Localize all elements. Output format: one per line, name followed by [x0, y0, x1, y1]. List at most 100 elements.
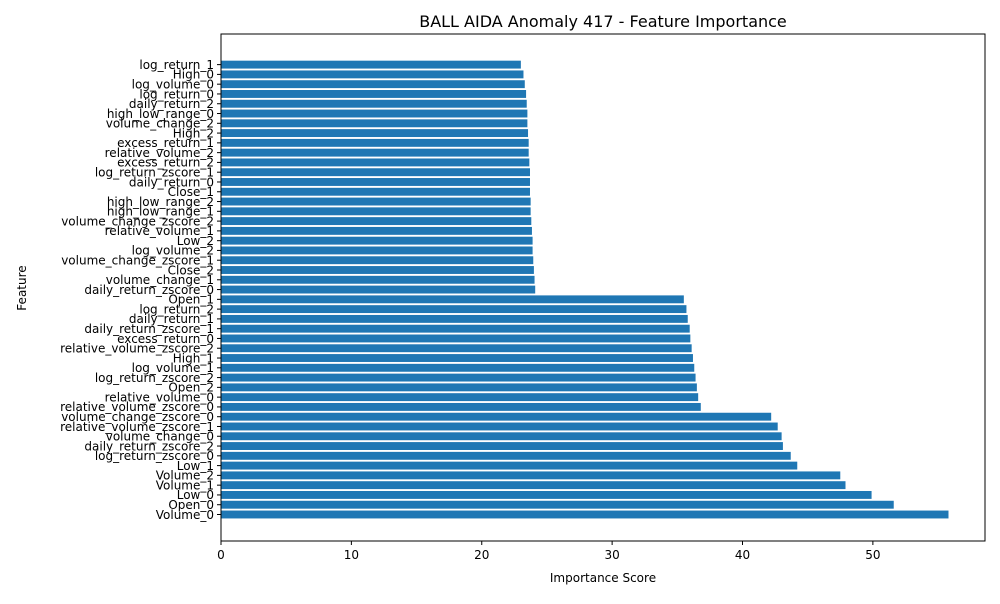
bar-Volume_1: [221, 481, 846, 490]
y-tick-label: volume_change_zscore_0: [61, 410, 214, 424]
y-tick-label: daily_return_2: [129, 97, 214, 111]
y-tick-label: volume_change_zscore_2: [61, 214, 214, 228]
bar-High_0: [221, 70, 524, 79]
bar-log_volume_2: [221, 246, 533, 255]
bar-daily_return_zscore_2: [221, 442, 783, 450]
bar-volume_change_zscore_1: [221, 256, 534, 265]
bar-volume_change_0: [221, 432, 782, 441]
y-tick-label: Volume_2: [156, 469, 214, 483]
y-tick-label: high_low_range_0: [107, 107, 214, 121]
y-tick-label: log_return_zscore_1: [95, 166, 214, 180]
y-tick-label: High_2: [173, 126, 214, 140]
bar-volume_change_zscore_2: [221, 217, 532, 226]
bar-Open_0: [221, 500, 894, 509]
bar-relative_volume_zscore_2: [221, 344, 692, 353]
y-tick-label: Close_2: [168, 263, 214, 277]
bar-log_return_zscore_1: [221, 168, 530, 177]
x-axis-title: Importance Score: [550, 571, 656, 585]
y-tick-label: Volume_0: [156, 508, 214, 522]
y-tick-label: Volume_1: [156, 478, 214, 492]
y-axis-title: Feature: [15, 265, 29, 310]
y-tick-label: relative_volume_0: [105, 390, 214, 404]
bar-Volume_2: [221, 471, 841, 480]
y-tick-label: daily_return_zscore_2: [84, 439, 214, 453]
y-tick-label: excess_return_0: [117, 332, 214, 346]
y-tick-label: daily_return_zscore_0: [84, 283, 214, 297]
bar-Close_2: [221, 266, 534, 274]
bar-volume_change_zscore_0: [221, 412, 772, 421]
y-tick-label: high_low_range_1: [107, 205, 214, 219]
x-tick-label: 50: [865, 548, 880, 562]
y-tick-label: volume_change_zscore_1: [61, 254, 214, 268]
bar-excess_return_2: [221, 158, 530, 167]
y-tick-label: Open_2: [168, 381, 214, 395]
x-tick-label: 30: [604, 548, 619, 562]
bar-Open_1: [221, 295, 684, 304]
bar-high_low_range_1: [221, 207, 531, 216]
y-tick-label: Low_1: [177, 459, 214, 473]
bar-Close_1: [221, 187, 530, 196]
bar-daily_return_1: [221, 314, 688, 323]
bar-log_return_1: [221, 60, 521, 69]
y-tick-label: excess_return_2: [117, 156, 214, 170]
y-axis-ticks: Volume_0Open_0Low_0Volume_1Volume_2Low_1…: [60, 58, 221, 522]
y-tick-label: relative_volume_zscore_2: [60, 342, 214, 356]
y-tick-label: log_return_0: [139, 87, 214, 101]
bar-Low_2: [221, 236, 533, 245]
y-tick-label: log_volume_0: [132, 77, 214, 91]
bar-Low_1: [221, 461, 798, 470]
y-tick-label: High_0: [173, 68, 214, 82]
bar-relative_volume_2: [221, 148, 529, 157]
bar-log_volume_1: [221, 363, 695, 372]
bar-Low_0: [221, 490, 872, 499]
y-tick-label: relative_volume_2: [105, 146, 214, 160]
bar-log_volume_0: [221, 80, 525, 89]
bar-high_low_range_0: [221, 109, 528, 118]
bar-High_1: [221, 354, 693, 362]
y-tick-label: relative_volume_zscore_1: [60, 420, 214, 434]
x-tick-label: 0: [217, 548, 225, 562]
y-tick-label: volume_change_0: [106, 430, 214, 444]
y-tick-label: log_return_zscore_0: [95, 449, 214, 463]
y-tick-label: volume_change_1: [106, 273, 214, 287]
bar-daily_return_0: [221, 178, 530, 186]
y-tick-label: volume_change_2: [106, 117, 214, 131]
bar-excess_return_0: [221, 334, 691, 343]
bar-daily_return_2: [221, 99, 527, 108]
chart-title: BALL AIDA Anomaly 417 - Feature Importan…: [419, 12, 787, 31]
bar-High_2: [221, 129, 529, 138]
y-tick-label: Low_2: [177, 234, 214, 248]
bar-volume_change_2: [221, 119, 528, 128]
bar-log_return_2: [221, 305, 687, 314]
y-tick-label: daily_return_1: [129, 312, 214, 326]
y-tick-label: relative_volume_zscore_0: [60, 400, 214, 414]
bar-Volume_0: [221, 510, 949, 519]
y-tick-label: log_return_zscore_2: [95, 371, 214, 385]
y-tick-label: High_1: [173, 351, 214, 365]
y-tick-label: log_return_1: [139, 58, 214, 72]
y-tick-label: high_low_range_2: [107, 195, 214, 209]
y-tick-label: relative_volume_1: [105, 224, 214, 238]
x-axis-ticks: 0 10 20 30 40 50: [217, 541, 881, 562]
y-tick-label: Open_0: [168, 498, 214, 512]
y-tick-label: Open_1: [168, 293, 214, 307]
bar-excess_return_1: [221, 138, 529, 147]
plot-frame: [220, 33, 986, 542]
bar-daily_return_zscore_1: [221, 324, 690, 333]
y-tick-label: Low_0: [177, 488, 214, 502]
bar-relative_volume_1: [221, 226, 532, 235]
y-tick-label: Close_1: [168, 185, 214, 199]
bar-relative_volume_0: [221, 393, 699, 402]
y-tick-label: log_volume_1: [132, 361, 214, 375]
bar-relative_volume_zscore_1: [221, 422, 778, 431]
y-tick-label: log_volume_2: [132, 244, 214, 258]
bar-high_low_range_2: [221, 197, 531, 206]
x-tick-label: 40: [735, 548, 750, 562]
bar-relative_volume_zscore_0: [221, 402, 701, 411]
bar-log_return_0: [221, 90, 527, 98]
x-tick-label: 20: [474, 548, 489, 562]
x-tick-label: 10: [344, 548, 359, 562]
bar-log_return_zscore_2: [221, 373, 696, 382]
